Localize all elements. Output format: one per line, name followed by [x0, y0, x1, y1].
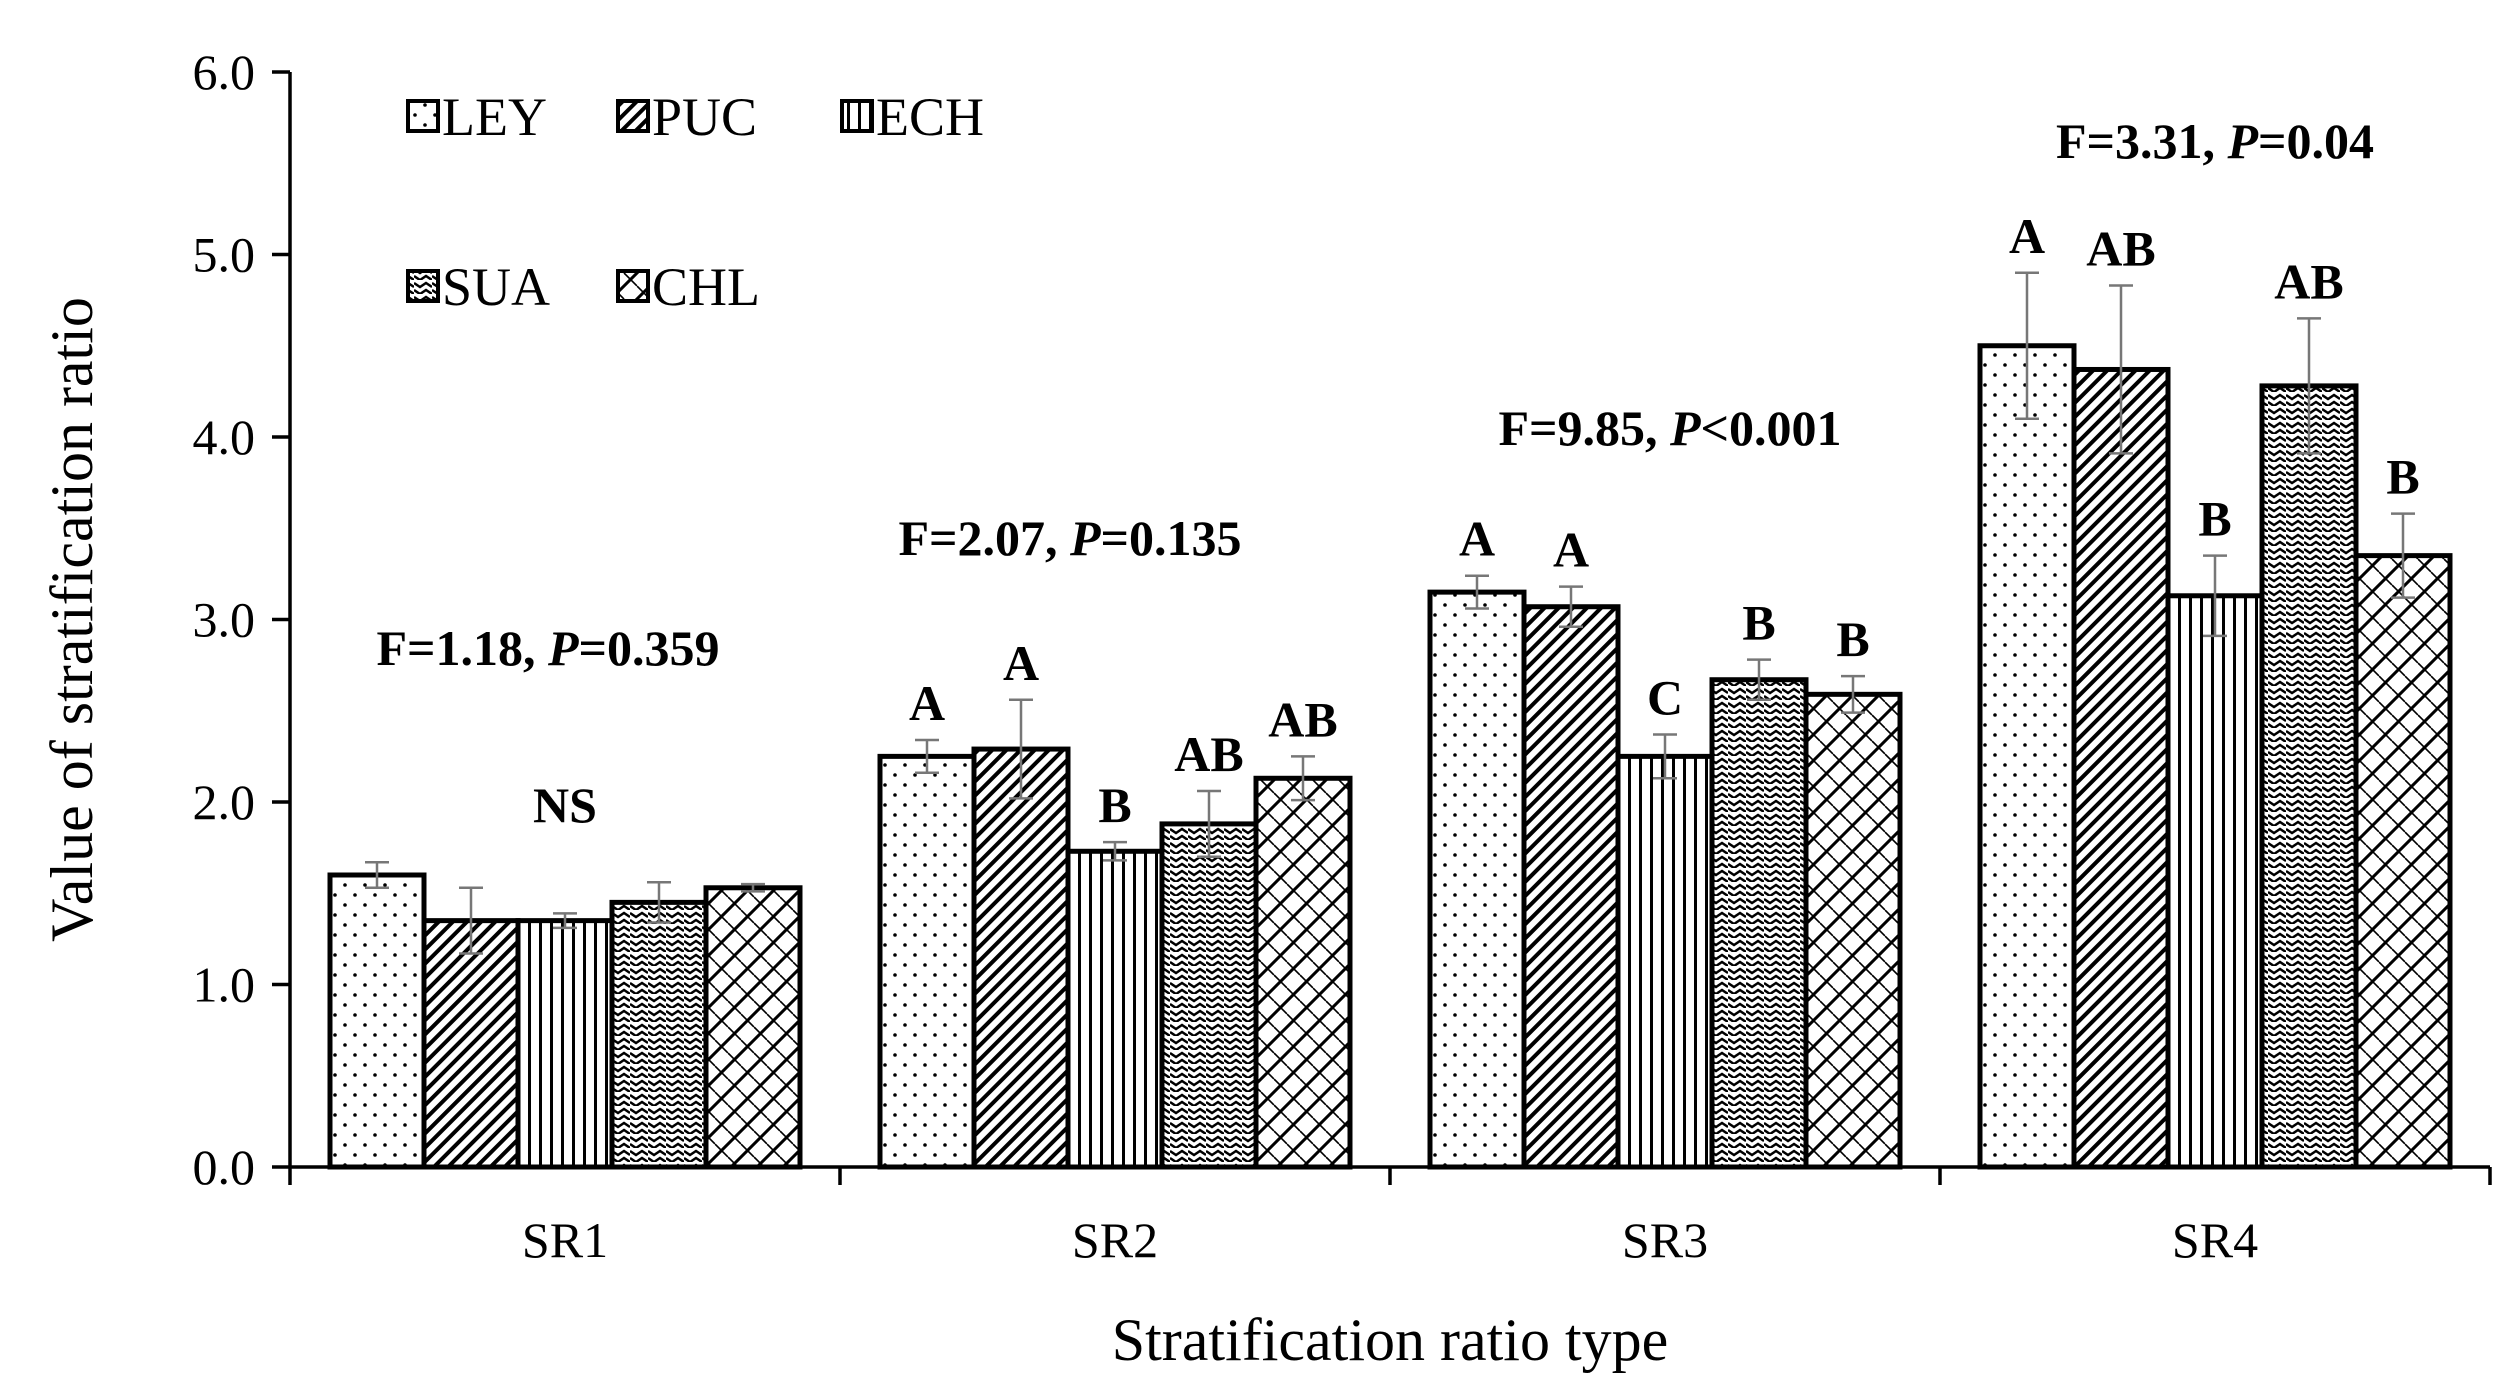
x-tick-label-sr3: SR3 — [1622, 1212, 1708, 1268]
y-tick-label: 0.0 — [193, 1139, 256, 1195]
anova-stat-sr3: F=9.85, P<0.001 — [1498, 400, 1841, 456]
x-tick-label-sr2: SR2 — [1072, 1212, 1158, 1268]
anova-stat-sr1: F=1.18, P=0.359 — [376, 620, 719, 676]
bar-puc-sr2 — [971, 746, 1071, 1170]
y-tick-label: 1.0 — [193, 957, 256, 1013]
bar-puc-sr3 — [1521, 604, 1621, 1170]
bar-puc-sr1 — [421, 918, 521, 1170]
significance-letter-sua-sr3: B — [1742, 595, 1775, 651]
error-bar-puc-sr2 — [1009, 698, 1033, 800]
y-tick-label: 3.0 — [193, 592, 256, 648]
legend-item-puc: PUC — [616, 87, 757, 147]
bars-layer — [327, 271, 2453, 1170]
significance-letter-ley-sr4: A — [2009, 208, 2045, 264]
bar-chl-sr2 — [1253, 775, 1353, 1170]
legend-label-sua: SUA — [442, 257, 550, 317]
bar-chl-sr4 — [2353, 553, 2453, 1170]
x-tick-label-sr4: SR4 — [2172, 1212, 2258, 1268]
error-bar-ley-sr2 — [915, 738, 939, 775]
legend-label-ley: LEY — [442, 87, 547, 147]
error-bar-ley-sr1 — [365, 860, 389, 890]
error-bar-chl-sr2 — [1291, 755, 1315, 802]
error-bar-sua-sr1 — [647, 881, 671, 924]
error-bar-sua-sr2 — [1197, 789, 1221, 858]
error-bar-ech-sr1 — [553, 912, 577, 930]
bar-ley-sr2 — [877, 753, 977, 1170]
bar-ech-sr3 — [1615, 753, 1715, 1170]
significance-letter-sua-sr2: AB — [1174, 726, 1243, 782]
anova-stat-sr4: F=3.31, P=0.04 — [2056, 113, 2374, 169]
bar-sua-sr1 — [609, 899, 709, 1170]
legend-swatch-puc — [616, 99, 650, 133]
significance-letter-ech-sr2: B — [1098, 777, 1131, 833]
bar-sua-sr4 — [2259, 383, 2359, 1170]
error-bar-chl-sr4 — [2391, 512, 2415, 599]
error-bar-ech-sr3 — [1653, 733, 1677, 780]
significance-letter-ley-sr3: A — [1459, 511, 1495, 567]
anova-stat-sr2: F=2.07, P=0.135 — [898, 510, 1241, 566]
legend-item-ech: ECH — [840, 87, 984, 147]
bar-ley-sr1 — [327, 872, 427, 1170]
error-bar-ech-sr2 — [1103, 840, 1127, 862]
error-bar-sua-sr3 — [1747, 658, 1771, 702]
significance-letter-ech-sr3: C — [1647, 669, 1683, 725]
legend-label-puc: PUC — [652, 87, 757, 147]
significance-letter-ley-sr2: A — [909, 675, 945, 731]
bar-ley-sr3 — [1427, 589, 1527, 1170]
axes-layer — [272, 70, 2492, 1185]
bar-puc-sr4 — [2071, 366, 2171, 1170]
bar-ech-sr1 — [515, 918, 615, 1170]
significance-letter-chl-sr4: B — [2386, 449, 2419, 505]
significance-letter-sua-sr4: AB — [2274, 253, 2343, 309]
y-axis-title: Value of stratification ratio — [39, 297, 105, 942]
x-axis-title: Stratification ratio type — [1112, 1307, 1669, 1373]
error-bar-puc-sr1 — [459, 886, 483, 955]
bar-sua-sr2 — [1159, 821, 1259, 1170]
bar-ley-sr4 — [1977, 343, 2077, 1170]
group-annotation-sr1: NS — [533, 777, 597, 833]
significance-letter-puc-sr3: A — [1553, 522, 1589, 578]
legend-swatch-chl — [616, 269, 650, 303]
error-bar-chl-sr3 — [1841, 674, 1865, 714]
error-bar-chl-sr1 — [741, 882, 765, 893]
y-tick-label: 5.0 — [193, 227, 256, 283]
significance-letter-ech-sr4: B — [2198, 491, 2231, 547]
bar-ech-sr2 — [1065, 848, 1165, 1170]
legend-swatch-sua — [406, 269, 440, 303]
bar-sua-sr3 — [1709, 677, 1809, 1170]
bar-chl-sr3 — [1803, 691, 1903, 1170]
bar-ech-sr4 — [2165, 593, 2265, 1170]
legend-label-chl: CHL — [652, 257, 760, 317]
legend-item-ley: LEY — [406, 87, 547, 147]
significance-letter-chl-sr3: B — [1836, 611, 1869, 667]
x-tick-label-sr1: SR1 — [522, 1212, 608, 1268]
error-bar-ley-sr3 — [1465, 574, 1489, 610]
error-bar-ech-sr4 — [2203, 554, 2227, 638]
bar-chl-sr1 — [703, 885, 803, 1170]
legend-swatch-ech — [840, 99, 874, 133]
y-tick-label: 6.0 — [193, 44, 256, 100]
legend-label-ech: ECH — [876, 87, 984, 147]
legend-swatch-ley — [406, 99, 440, 133]
significance-letter-puc-sr4: AB — [2086, 221, 2155, 277]
error-bar-puc-sr3 — [1559, 585, 1583, 629]
error-bar-sua-sr4 — [2297, 317, 2321, 455]
significance-letter-puc-sr2: A — [1003, 635, 1039, 691]
legend-item-sua: SUA — [406, 257, 550, 317]
y-tick-label: 2.0 — [193, 774, 256, 830]
significance-letter-chl-sr2: AB — [1268, 691, 1337, 747]
y-tick-label: 4.0 — [193, 409, 256, 465]
error-bar-puc-sr4 — [2109, 284, 2133, 455]
error-bar-ley-sr4 — [2015, 271, 2039, 420]
legend-item-chl: CHL — [616, 257, 760, 317]
